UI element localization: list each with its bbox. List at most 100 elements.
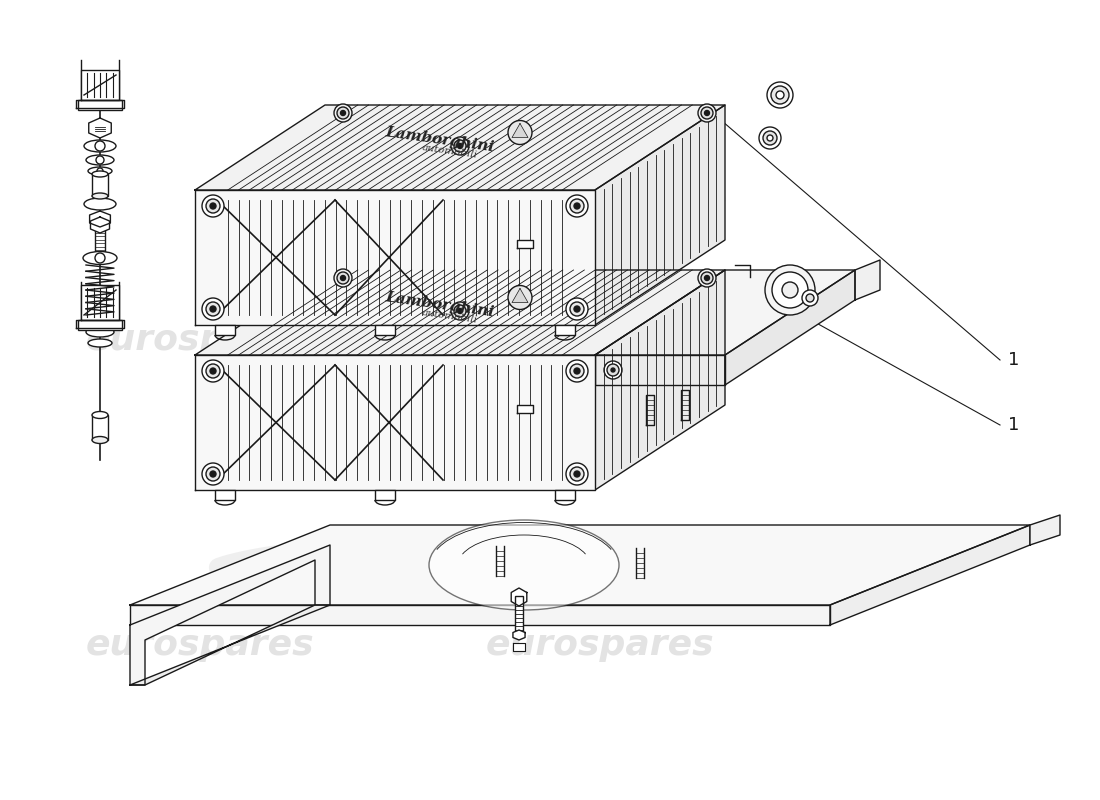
Circle shape <box>698 269 716 287</box>
Polygon shape <box>130 605 830 625</box>
Bar <box>92 174 108 196</box>
Circle shape <box>202 463 224 485</box>
Circle shape <box>701 107 713 119</box>
Ellipse shape <box>88 167 112 175</box>
Polygon shape <box>214 490 235 500</box>
Circle shape <box>334 104 352 122</box>
Polygon shape <box>595 270 855 355</box>
Circle shape <box>570 364 584 378</box>
Ellipse shape <box>92 411 108 418</box>
Circle shape <box>202 195 224 217</box>
Circle shape <box>206 199 220 213</box>
Polygon shape <box>130 545 330 685</box>
Circle shape <box>570 199 584 213</box>
Circle shape <box>337 107 349 119</box>
Circle shape <box>704 275 710 281</box>
Ellipse shape <box>82 251 117 265</box>
Polygon shape <box>725 270 855 385</box>
Polygon shape <box>90 217 110 233</box>
Circle shape <box>206 364 220 378</box>
Circle shape <box>704 110 710 115</box>
Circle shape <box>210 203 216 209</box>
Circle shape <box>210 306 216 312</box>
Text: automobili: automobili <box>421 143 478 160</box>
Circle shape <box>610 368 615 372</box>
Circle shape <box>566 298 588 320</box>
Ellipse shape <box>86 327 114 337</box>
Circle shape <box>341 110 345 115</box>
Circle shape <box>97 168 103 174</box>
Bar <box>92 415 108 440</box>
Circle shape <box>206 302 220 316</box>
Circle shape <box>95 253 104 263</box>
Circle shape <box>759 127 781 149</box>
Polygon shape <box>595 270 725 490</box>
Circle shape <box>771 86 789 104</box>
Text: automobili: automobili <box>421 308 478 325</box>
Ellipse shape <box>88 339 112 347</box>
Text: Lamborghini: Lamborghini <box>385 290 495 319</box>
Circle shape <box>802 290 818 306</box>
Polygon shape <box>195 270 725 355</box>
Circle shape <box>337 272 349 284</box>
Circle shape <box>341 275 345 281</box>
Circle shape <box>210 471 216 477</box>
Circle shape <box>574 203 580 209</box>
Circle shape <box>451 302 469 320</box>
Circle shape <box>570 302 584 316</box>
Circle shape <box>508 286 532 310</box>
Bar <box>78 320 122 330</box>
Circle shape <box>458 143 462 149</box>
Circle shape <box>95 141 104 151</box>
Polygon shape <box>517 405 534 413</box>
Circle shape <box>451 137 469 155</box>
Circle shape <box>454 305 466 317</box>
Polygon shape <box>130 525 1030 605</box>
Circle shape <box>701 272 713 284</box>
Circle shape <box>334 269 352 287</box>
Polygon shape <box>76 100 124 108</box>
Text: 1: 1 <box>1008 416 1020 434</box>
Bar <box>78 100 122 110</box>
Polygon shape <box>855 260 880 300</box>
Circle shape <box>570 467 584 481</box>
Polygon shape <box>1030 515 1060 545</box>
Polygon shape <box>195 355 595 490</box>
Circle shape <box>202 298 224 320</box>
Circle shape <box>806 294 814 302</box>
Polygon shape <box>595 105 725 325</box>
Circle shape <box>698 104 716 122</box>
Circle shape <box>96 156 104 164</box>
Ellipse shape <box>429 520 619 610</box>
Circle shape <box>566 463 588 485</box>
Circle shape <box>574 471 580 477</box>
Circle shape <box>607 364 619 376</box>
Ellipse shape <box>84 140 116 152</box>
Polygon shape <box>513 643 525 651</box>
Polygon shape <box>512 123 528 138</box>
Ellipse shape <box>84 314 116 326</box>
Polygon shape <box>595 355 725 385</box>
Text: eurospares: eurospares <box>86 323 315 357</box>
Bar <box>515 596 522 632</box>
Circle shape <box>782 282 797 298</box>
Polygon shape <box>375 325 395 335</box>
Polygon shape <box>81 70 119 100</box>
Circle shape <box>764 265 815 315</box>
Polygon shape <box>512 289 528 302</box>
Ellipse shape <box>92 193 108 199</box>
Circle shape <box>566 195 588 217</box>
Polygon shape <box>556 490 575 500</box>
Polygon shape <box>375 490 395 500</box>
Circle shape <box>458 309 462 314</box>
Polygon shape <box>512 588 527 606</box>
Polygon shape <box>130 605 330 685</box>
Polygon shape <box>76 320 124 328</box>
Circle shape <box>767 82 793 108</box>
Text: 1: 1 <box>1008 351 1020 369</box>
Circle shape <box>763 131 777 145</box>
Circle shape <box>604 361 622 379</box>
Text: Lamborghini: Lamborghini <box>385 125 495 154</box>
Text: eurospares: eurospares <box>86 628 315 662</box>
Text: eurospares: eurospares <box>486 628 714 662</box>
